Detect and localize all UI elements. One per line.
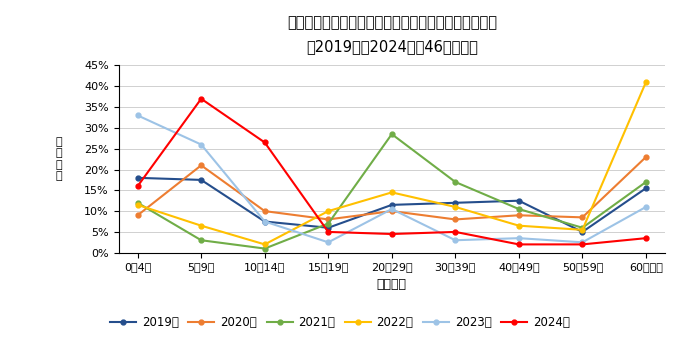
2020年 (388, 209, 396, 213)
2022年 (197, 224, 205, 228)
2023年 (197, 142, 205, 147)
Legend: 2019年, 2020年, 2021年, 2022年, 2023年, 2024年: 2019年, 2020年, 2021年, 2022年, 2023年, 2024年 (105, 312, 575, 334)
2019年 (388, 203, 396, 207)
2022年 (133, 203, 141, 207)
2020年 (515, 213, 523, 217)
Title: マイコプラズマ肺炎の年齢区分別報告割合（茨城県）
（2019年～2024年筌46週時点）: マイコプラズマ肺炎の年齢区分別報告割合（茨城県） （2019年～2024年筌46… (287, 15, 497, 55)
2022年 (324, 209, 333, 213)
2023年 (452, 238, 460, 242)
Y-axis label: 報
告
割
合: 報 告 割 合 (56, 137, 63, 182)
2022年 (388, 190, 396, 194)
2019年 (133, 176, 141, 180)
Line: 2021年: 2021年 (135, 132, 648, 251)
2024年 (642, 236, 650, 240)
2019年 (260, 220, 269, 224)
2019年 (515, 199, 523, 203)
2023年 (260, 220, 269, 224)
X-axis label: 年齢区分: 年齢区分 (377, 278, 407, 291)
2020年 (578, 215, 586, 219)
2021年 (324, 222, 333, 226)
Line: 2023年: 2023年 (135, 113, 648, 245)
2021年 (642, 180, 650, 184)
2024年 (197, 97, 205, 101)
2024年 (133, 184, 141, 188)
2020年 (260, 209, 269, 213)
2022年 (515, 224, 523, 228)
2019年 (642, 186, 650, 190)
2024年 (452, 230, 460, 234)
2021年 (452, 180, 460, 184)
2021年 (197, 238, 205, 242)
Line: 2020年: 2020年 (135, 155, 648, 222)
2022年 (578, 228, 586, 232)
Line: 2022年: 2022年 (135, 80, 648, 247)
2023年 (388, 207, 396, 211)
2021年 (515, 207, 523, 211)
2023年 (515, 236, 523, 240)
2019年 (578, 230, 586, 234)
2023年 (578, 240, 586, 244)
2022年 (260, 242, 269, 246)
2020年 (642, 155, 650, 159)
2021年 (260, 246, 269, 251)
2020年 (133, 213, 141, 217)
2020年 (197, 163, 205, 167)
2023年 (642, 205, 650, 209)
2024年 (515, 242, 523, 246)
2024年 (324, 230, 333, 234)
2021年 (388, 132, 396, 136)
Line: 2024年: 2024年 (135, 96, 648, 247)
2023年 (324, 240, 333, 244)
2024年 (260, 140, 269, 144)
2022年 (452, 205, 460, 209)
2019年 (197, 178, 205, 182)
2024年 (388, 232, 396, 236)
2020年 (452, 217, 460, 221)
2021年 (133, 201, 141, 205)
2022年 (642, 80, 650, 84)
2021年 (578, 226, 586, 230)
2023年 (133, 113, 141, 117)
2020年 (324, 217, 333, 221)
2019年 (452, 201, 460, 205)
Line: 2019年: 2019年 (135, 175, 648, 234)
2019年 (324, 226, 333, 230)
2024年 (578, 242, 586, 246)
